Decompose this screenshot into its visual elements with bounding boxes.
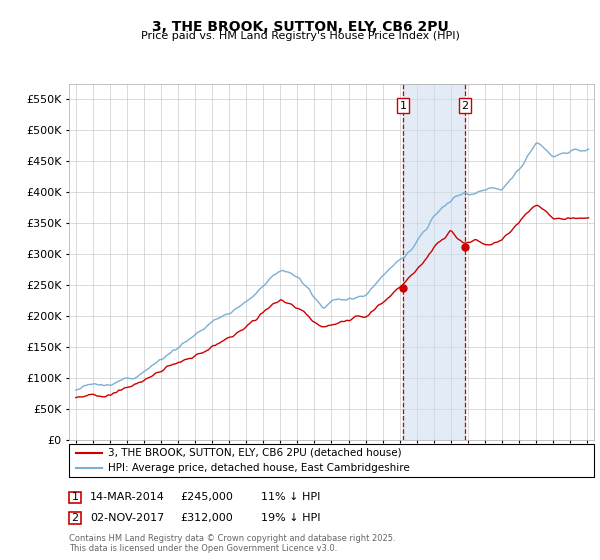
Text: £245,000: £245,000: [180, 492, 233, 502]
Text: Contains HM Land Registry data © Crown copyright and database right 2025.
This d: Contains HM Land Registry data © Crown c…: [69, 534, 395, 553]
Text: 11% ↓ HPI: 11% ↓ HPI: [261, 492, 320, 502]
Text: Price paid vs. HM Land Registry's House Price Index (HPI): Price paid vs. HM Land Registry's House …: [140, 31, 460, 41]
Text: 3, THE BROOK, SUTTON, ELY, CB6 2PU: 3, THE BROOK, SUTTON, ELY, CB6 2PU: [152, 20, 448, 34]
Text: 19% ↓ HPI: 19% ↓ HPI: [261, 513, 320, 523]
Text: HPI: Average price, detached house, East Cambridgeshire: HPI: Average price, detached house, East…: [108, 463, 410, 473]
Text: 2: 2: [461, 101, 469, 111]
Bar: [403, 84, 465, 440]
Text: 2: 2: [71, 513, 79, 523]
Text: £312,000: £312,000: [180, 513, 233, 523]
Text: 1: 1: [400, 101, 407, 111]
Text: 14-MAR-2014: 14-MAR-2014: [90, 492, 165, 502]
Text: 1: 1: [71, 492, 79, 502]
Text: 3, THE BROOK, SUTTON, ELY, CB6 2PU (detached house): 3, THE BROOK, SUTTON, ELY, CB6 2PU (deta…: [108, 448, 401, 458]
Text: 02-NOV-2017: 02-NOV-2017: [90, 513, 164, 523]
